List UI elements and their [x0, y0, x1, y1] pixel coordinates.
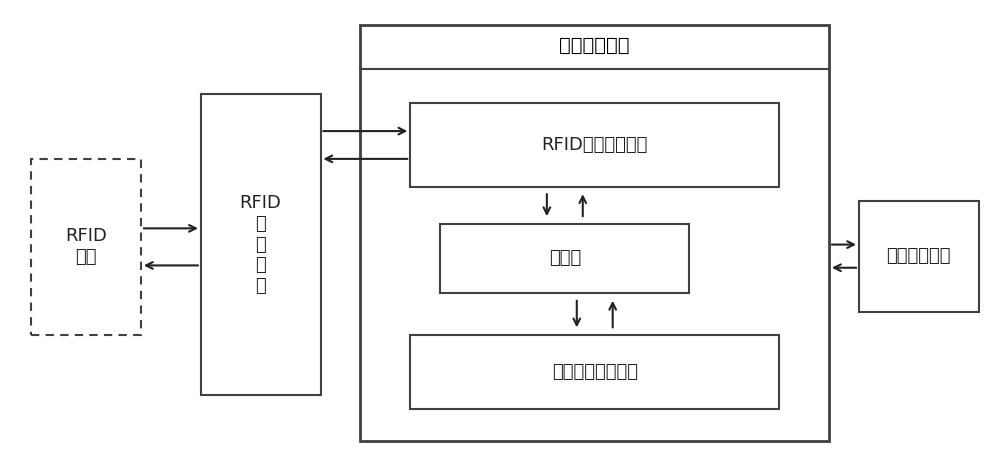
Text: RFID
标签: RFID 标签	[65, 227, 107, 266]
Bar	[410, 335, 779, 409]
Text: 信息传输系统: 信息传输系统	[559, 36, 630, 55]
Bar	[360, 25, 829, 441]
Bar	[31, 159, 141, 335]
Bar	[410, 103, 779, 187]
Bar	[859, 200, 979, 312]
Text: RFID数据交互模块: RFID数据交互模块	[542, 136, 648, 154]
Text: 应用服务系统: 应用服务系统	[887, 247, 951, 265]
Text: 互联网: 互联网	[549, 249, 581, 267]
Text: RFID
读
写
设
备: RFID 读 写 设 备	[240, 194, 282, 295]
Bar	[201, 94, 320, 395]
Bar	[440, 224, 689, 293]
Text: 代码解析服务模块: 代码解析服务模块	[552, 363, 638, 381]
